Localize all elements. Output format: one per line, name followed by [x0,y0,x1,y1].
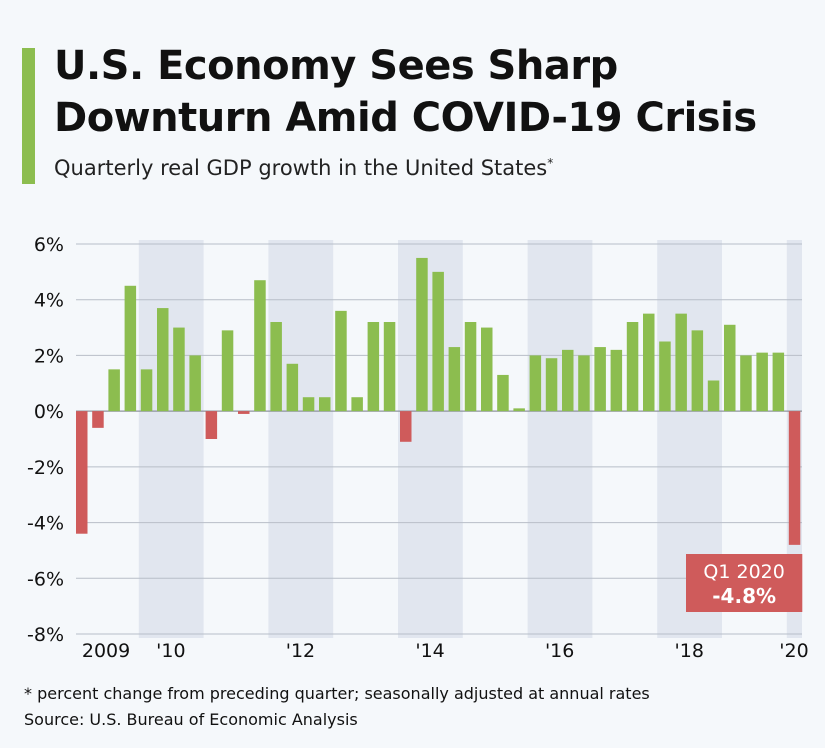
bar-q1-2009 [76,411,88,534]
annotation-callout: Q1 2020-4.8% [686,554,803,612]
bar-q3-2019 [756,352,768,412]
bar-q1-2015 [464,322,477,412]
bar-q4-2019 [772,352,785,412]
bar-q2-2013 [351,397,363,412]
subtitle-footnote-marker: * [547,156,554,170]
bar-q4-2015 [513,408,525,412]
gdp-bar-chart: 6% 4% 2% 0% -2% -4% -6% -8% 2009 '10 '12 '14 '16 '18… [27,234,809,662]
bar-q4-2009 [124,285,137,412]
y-tick-label: 6% [34,234,64,256]
bar-q4-2014 [448,347,461,412]
bar-q4-2010 [189,355,201,412]
y-tick-label: -8% [27,624,64,646]
y-tick-label: -2% [27,457,64,479]
chart-subtitle: Quarterly real GDP growth in the United … [54,156,553,180]
bar-q1-2010 [140,369,153,412]
bar-q2-2016 [545,358,558,412]
bar-q2-2012 [286,363,299,412]
bar-q2-2011 [221,330,234,412]
bar-q3-2013 [367,322,380,412]
bar-q2-2017 [610,349,623,412]
bar-q2-2010 [157,308,169,412]
x-axis-labels: 2009 '10 '12 '14 '16 '18 '20 [82,640,809,662]
bar-q1-2014 [400,411,412,442]
bar-q3-2012 [302,397,315,412]
bar-q1-2018 [659,341,671,412]
bar-q1-2019 [724,324,736,412]
chart-subtitle-text: Quarterly real GDP growth in the United … [54,156,548,180]
y-tick-label: -6% [27,568,64,590]
year-band-2010 [138,240,204,638]
bar-q2-2009 [92,411,104,428]
bar-q3-2010 [173,327,185,412]
bar-q1-2011 [205,411,218,439]
annotation-label: Q1 2020 [703,561,784,583]
x-tick-label: '14 [415,640,444,662]
year-band-2016 [527,240,593,638]
bar-q2-2018 [675,313,687,412]
bar-q3-2015 [497,374,509,412]
title-accent-bar [22,48,35,184]
y-tick-label: 4% [34,290,64,312]
y-tick-label: 0% [34,401,64,423]
x-tick-label: '20 [779,640,808,662]
bar-q3-2017 [626,322,639,412]
bar-q3-2016 [562,349,574,412]
y-tick-label: -4% [27,513,64,535]
bar-q1-2013 [335,310,347,412]
footnote: * percent change from preceding quarter;… [24,684,650,703]
annotation-box [686,554,803,612]
bar-q1-2017 [594,347,606,412]
bar-q2-2014 [416,257,428,412]
source-note: Source: U.S. Bureau of Economic Analysis [24,710,358,729]
x-tick-label: 2009 [82,640,130,662]
bar-q4-2016 [578,355,590,412]
bar-q4-2018 [707,380,720,412]
bar-q4-2012 [319,397,331,412]
x-tick-label: '16 [545,640,574,662]
bar-q1-2016 [529,355,542,412]
x-tick-label: '10 [156,640,185,662]
bar-q2-2015 [481,327,493,412]
bar-q4-2017 [643,313,655,412]
bar-q1-2020 [788,411,801,545]
bar-q4-2011 [254,280,266,412]
x-tick-label: '12 [286,640,315,662]
year-band-2012 [268,240,334,638]
bars [76,257,801,545]
bar-q3-2014 [432,271,444,412]
bar-q2-2019 [740,355,752,412]
bar-q1-2012 [270,322,282,412]
y-tick-label: 2% [34,345,64,367]
annotation-value: -4.8% [712,584,776,608]
chart-title: U.S. Economy Sees Sharp Downturn Amid CO… [54,43,757,141]
bar-q3-2011 [238,411,250,414]
bar-q4-2013 [383,322,396,412]
bar-q3-2009 [108,369,120,412]
x-tick-label: '18 [675,640,704,662]
bar-q3-2018 [691,330,704,412]
